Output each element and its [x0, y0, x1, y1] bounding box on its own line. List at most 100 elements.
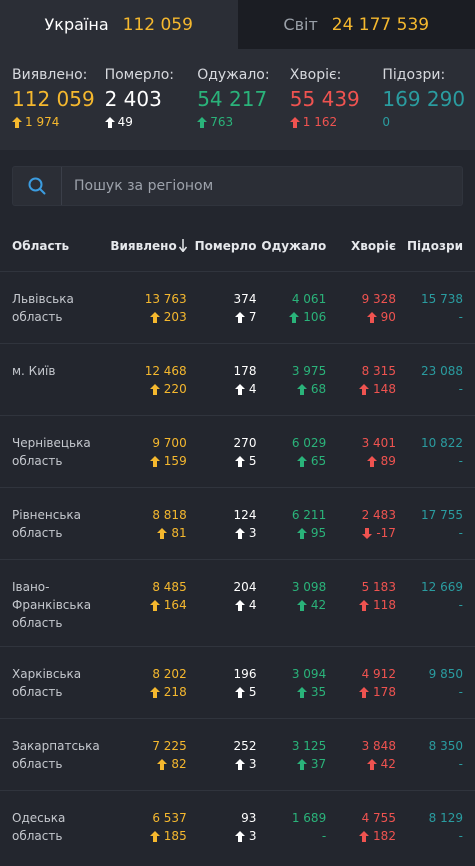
cell-died-value: 204: [233, 580, 257, 594]
tab-ukraine-label: Україна: [44, 15, 109, 34]
cell-recovered-value: 4 061: [291, 292, 327, 306]
arrow-up-icon: [289, 116, 300, 128]
col-sick[interactable]: Хворіє: [351, 239, 396, 253]
cell-recovered-delta: 42: [256, 596, 326, 614]
summary-sick-value: 55 439: [289, 87, 360, 111]
cell-suspected-delta-value: -: [458, 598, 463, 612]
cell-detected: 7 225 82: [103, 719, 187, 791]
summary-sick: Хворіє: 55 439 1 162: [289, 67, 383, 150]
cell-recovered: 3 975 68: [256, 344, 326, 416]
cell-sick-delta-value: 178: [373, 685, 396, 699]
cell-recovered: 6 029 65: [256, 416, 326, 488]
cell-recovered-value: 3 098: [291, 580, 327, 594]
col-region[interactable]: Область: [12, 239, 70, 253]
cell-sick: 4 755 182: [326, 791, 396, 863]
cell-died-delta: 4: [187, 596, 256, 614]
regions-table: Область Виявлено Померло Одужало Хворіє …: [0, 221, 475, 863]
table-row[interactable]: Харківська область 8 202 218 196 5 3 094 35 4 9…: [0, 646, 475, 719]
region-name: Чернівецька область: [12, 436, 91, 468]
cell-detected: 13 763 203: [103, 272, 187, 344]
summary-recovered-value: 54 217: [197, 87, 268, 111]
summary-died: Померло: 2 403 49: [104, 67, 198, 150]
cell-region: Харківська область: [0, 647, 103, 719]
arrow-up-icon: [296, 383, 307, 395]
arrow-down-icon: [362, 527, 373, 539]
table-row[interactable]: Івано-Франківська область 8 485 164 204 4 3 0…: [0, 559, 475, 647]
region-name: Львівська область: [12, 292, 74, 324]
col-died[interactable]: Померло: [194, 239, 257, 253]
cell-region: Львівська область: [0, 272, 103, 344]
arrow-up-icon: [366, 455, 377, 467]
cell-died: 204 4: [187, 560, 257, 647]
cell-recovered: 6 211 95: [256, 488, 326, 560]
col-suspected[interactable]: Підозри: [396, 221, 475, 272]
cell-recovered-delta-value: 42: [310, 598, 327, 612]
summary-suspected: Підозри: 169 290 0: [382, 67, 475, 150]
cell-suspected: 15 738 -: [396, 272, 475, 344]
cell-died-delta: 7: [187, 308, 256, 326]
cell-recovered: 3 094 35: [256, 647, 326, 719]
cell-suspected-delta-value: -: [458, 454, 463, 468]
summary-detected-value: 112 059: [12, 87, 95, 111]
sort-arrow-icon: [178, 239, 187, 252]
arrow-up-icon: [12, 116, 22, 128]
cell-detected-value: 6 537: [152, 811, 187, 825]
cell-died-delta-value: 3: [248, 757, 257, 771]
cell-suspected-delta-value: -: [458, 685, 463, 699]
cell-died-value: 252: [233, 739, 257, 753]
cell-suspected-delta: -: [396, 308, 463, 326]
cell-died-delta: 3: [187, 827, 256, 845]
table-row[interactable]: Львівська область 13 763 203 374 7 4 061 106 9 …: [0, 271, 475, 344]
cell-died: 93 3: [187, 791, 256, 863]
cell-detected-delta: 164: [103, 596, 187, 614]
search-input[interactable]: [62, 177, 462, 195]
arrow-up-icon: [234, 311, 245, 323]
cell-suspected-value: 10 822: [421, 436, 463, 450]
tab-world[interactable]: Світ 24 177 539: [237, 0, 475, 49]
cell-region: Одеська область: [0, 791, 103, 863]
col-detected[interactable]: Виявлено: [103, 221, 187, 272]
cell-suspected-delta-value: -: [458, 757, 463, 771]
cell-sick-value: 3 848: [361, 739, 396, 753]
region-name: Івано-Франківська область: [12, 580, 92, 630]
cell-died: 270 5: [187, 416, 257, 488]
cell-recovered: 3 125 37: [256, 719, 326, 791]
arrow-up-icon: [234, 830, 245, 842]
arrow-up-icon: [149, 686, 160, 698]
summary-died-label: Померло:: [104, 67, 174, 83]
cell-sick-value: 4 912: [361, 667, 396, 681]
col-suspected-label: Підозри: [406, 239, 463, 253]
cell-suspected-value: 9 850: [428, 667, 463, 681]
cell-died-value: 178: [233, 364, 257, 378]
cell-recovered-delta: 95: [256, 524, 326, 542]
cell-sick-delta: 42: [326, 755, 396, 773]
table-row[interactable]: Рівненська область 8 818 81 124 3 6 211 95 2 48…: [0, 487, 475, 560]
table-row[interactable]: Одеська область 6 537 185 93 3 1 689-4 755 182…: [0, 790, 475, 863]
search-icon[interactable]: [13, 167, 62, 205]
cell-died-value: 196: [233, 667, 257, 681]
table-row[interactable]: м. Київ 12 468 220 178 4 3 975 68 8 315 148 23 08…: [0, 343, 475, 416]
arrow-up-icon: [234, 527, 245, 539]
arrow-up-icon: [366, 311, 377, 323]
cell-sick-value: 9 328: [361, 292, 396, 306]
cell-suspected-delta: -: [396, 452, 463, 470]
table-row[interactable]: Чернівецька область 9 700 159 270 5 6 029 65 3 …: [0, 415, 475, 488]
col-detected-label: Виявлено: [110, 239, 177, 253]
tab-world-count: 24 177 539: [331, 14, 430, 35]
cell-died-delta-value: 5: [248, 454, 257, 468]
cell-died: 196 5: [187, 647, 257, 719]
cell-suspected-value: 15 738: [421, 292, 463, 306]
cell-recovered-delta-value: 35: [310, 685, 327, 699]
tab-ukraine[interactable]: Україна 112 059: [0, 0, 238, 49]
cell-detected-delta: 82: [103, 755, 187, 773]
cell-died-value: 270: [233, 436, 257, 450]
col-recovered[interactable]: Одужало: [261, 239, 327, 253]
arrow-up-icon: [197, 116, 208, 128]
cell-sick-value: 4 755: [361, 811, 396, 825]
table-row[interactable]: Закарпатська область 7 225 82 252 3 3 125 37 3 …: [0, 718, 475, 791]
summary-recovered-delta-value: 763: [210, 115, 234, 129]
cell-died-delta: 5: [187, 452, 257, 470]
region-tabs: Україна 112 059 Світ 24 177 539: [0, 0, 475, 49]
summary-suspected-value: 169 290: [382, 87, 466, 111]
cell-detected: 6 537 185: [103, 791, 187, 863]
